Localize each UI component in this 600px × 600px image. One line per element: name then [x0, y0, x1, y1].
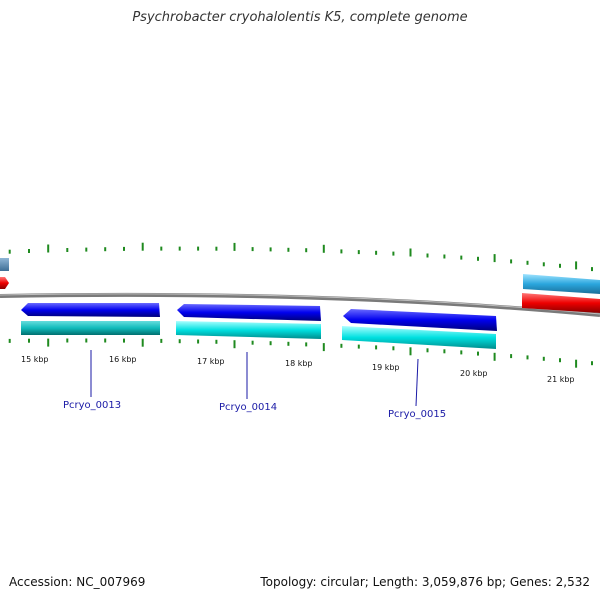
- outer-ticks: [8, 242, 593, 272]
- inner-ticks: [8, 338, 593, 368]
- cds-reverse-2: [176, 321, 321, 339]
- genome-backbone: [0, 292, 600, 317]
- tick-label-17kbp: 17 kbp: [197, 357, 225, 366]
- edge-feature-steel: [0, 258, 9, 271]
- cds-reverse-3: [342, 326, 496, 349]
- edge-feature-red-arrow: [0, 277, 9, 289]
- tick-label-18kbp: 18 kbp: [285, 359, 313, 368]
- gene-label-pcryo-0015[interactable]: Pcryo_0015: [388, 409, 446, 420]
- map-title: Psychrobacter cryohalolentis K5, complet…: [132, 10, 468, 25]
- accession-text: Accession: NC_007969: [9, 575, 146, 589]
- edge-feature-sky: [523, 274, 600, 294]
- cds-arrow-forward-3: [343, 309, 497, 331]
- gene-leader-line-3: [415, 358, 419, 407]
- tick-label-15kbp: 15 kbp: [21, 355, 49, 364]
- cds-arrow-forward-2: [177, 304, 321, 321]
- cds-reverse-1: [21, 321, 160, 335]
- tick-label-21kbp: 21 kbp: [547, 375, 575, 384]
- gene-label-pcryo-0013[interactable]: Pcryo_0013: [63, 400, 121, 411]
- gene-label-pcryo-0014[interactable]: Pcryo_0014: [219, 402, 277, 413]
- tick-label-16kbp: 16 kbp: [109, 355, 137, 364]
- genome-summary-text: Topology: circular; Length: 3,059,876 bp…: [260, 575, 590, 589]
- edge-feature-red: [522, 293, 600, 313]
- tick-label-19kbp: 19 kbp: [372, 363, 400, 372]
- cds-arrow-forward-1: [21, 303, 160, 317]
- tick-label-20kbp: 20 kbp: [460, 369, 488, 378]
